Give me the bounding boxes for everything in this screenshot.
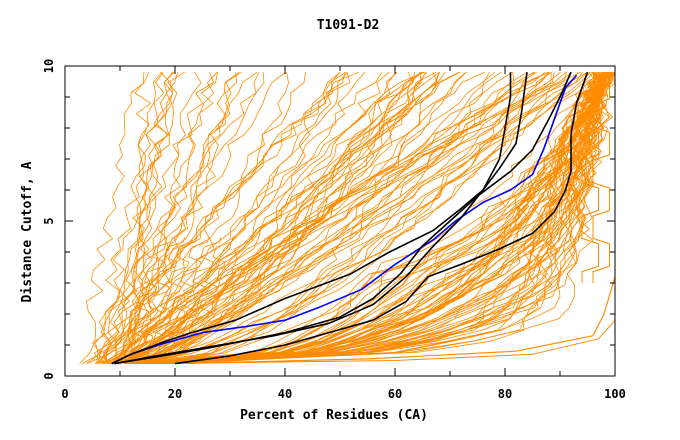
model-curve [148, 71, 607, 364]
model-curve [165, 71, 601, 364]
model-curve [122, 236, 173, 352]
model-curve [136, 71, 467, 364]
x-tick-label: 80 [498, 387, 512, 401]
model-curve [115, 71, 383, 364]
black-curve [114, 71, 572, 365]
model-curve [105, 71, 346, 364]
black-curve [111, 72, 512, 365]
model-curve [163, 319, 615, 365]
model-curve [145, 72, 608, 364]
model-curve [121, 72, 218, 364]
model-curve [134, 236, 186, 352]
x-tick-label: 100 [604, 387, 626, 401]
x-tick-label: 60 [388, 387, 402, 401]
model-curve [158, 236, 210, 352]
model-curve [133, 72, 612, 364]
model-curve [118, 71, 423, 364]
model-curve [118, 72, 427, 364]
model-curve [143, 71, 584, 364]
model-curve [151, 71, 615, 364]
model-curve [116, 71, 349, 364]
model-curve [174, 276, 615, 365]
chart-title: T1091-D2 [317, 18, 380, 33]
orange-curve-bundle [79, 71, 615, 365]
model-curve [93, 71, 165, 364]
model-curve [120, 71, 175, 364]
model-curve [176, 72, 608, 364]
model-curve [130, 72, 607, 364]
model-curve [134, 72, 440, 364]
model-curve [120, 71, 549, 364]
model-curve [123, 71, 610, 364]
y-tick-label: 10 [42, 59, 56, 73]
model-curve [129, 72, 613, 364]
model-curve [122, 72, 152, 364]
model-curve [177, 72, 615, 364]
model-curve [102, 71, 359, 364]
model-curve [135, 72, 610, 364]
y-axis-label: Distance Cutoff, A [20, 161, 35, 302]
model-curve [143, 71, 607, 364]
model-curve [157, 71, 579, 364]
model-curve [116, 71, 485, 364]
model-curve [79, 72, 150, 364]
model-curve [154, 71, 601, 364]
model-curve [159, 71, 490, 364]
x-tick-label: 0 [61, 387, 68, 401]
model-curve [133, 72, 614, 364]
x-axis-label: Percent of Residues (CA) [240, 408, 428, 423]
highlighted-curves [111, 71, 589, 365]
model-curve [162, 72, 602, 364]
model-curve [128, 71, 240, 364]
model-curve [120, 71, 581, 364]
x-tick-label: 20 [168, 387, 182, 401]
model-curve [123, 71, 397, 364]
model-curve [124, 71, 528, 364]
model-curve [145, 72, 603, 364]
model-curve [155, 71, 612, 364]
model-curve [145, 71, 567, 364]
model-curve [592, 82, 610, 283]
model-curve [150, 72, 607, 364]
model-curve [146, 71, 594, 364]
model-curve [115, 72, 552, 364]
model-curve [153, 71, 601, 364]
model-curve [124, 71, 174, 364]
model-curve [163, 71, 605, 364]
model-curve [129, 71, 537, 364]
model-curve [95, 72, 238, 364]
model-curve [166, 71, 604, 364]
black-curve [174, 71, 589, 365]
y-tick-label: 5 [42, 217, 56, 224]
model-curve [151, 71, 446, 364]
axis-ticks: 0 20 40 60 80 100 0 5 10 [42, 59, 626, 401]
model-curve [581, 82, 599, 283]
model-curve [124, 71, 286, 364]
model-curve [143, 71, 502, 364]
model-curve [87, 71, 422, 364]
model-curve [140, 72, 611, 364]
model-curve [128, 71, 535, 364]
model-curve [146, 236, 198, 352]
model-curve [98, 71, 162, 364]
model-curve [124, 72, 609, 364]
model-curve [114, 71, 218, 364]
blue-curve [111, 74, 578, 365]
model-curve [170, 236, 222, 352]
model-curve [102, 72, 260, 364]
x-tick-label: 40 [278, 387, 292, 401]
y-tick-label: 0 [42, 372, 56, 379]
model-curve [115, 71, 425, 364]
model-curve [113, 72, 555, 364]
model-curve [143, 72, 415, 364]
model-curve [161, 71, 608, 364]
model-curve [86, 72, 351, 364]
model-curve [104, 72, 214, 364]
